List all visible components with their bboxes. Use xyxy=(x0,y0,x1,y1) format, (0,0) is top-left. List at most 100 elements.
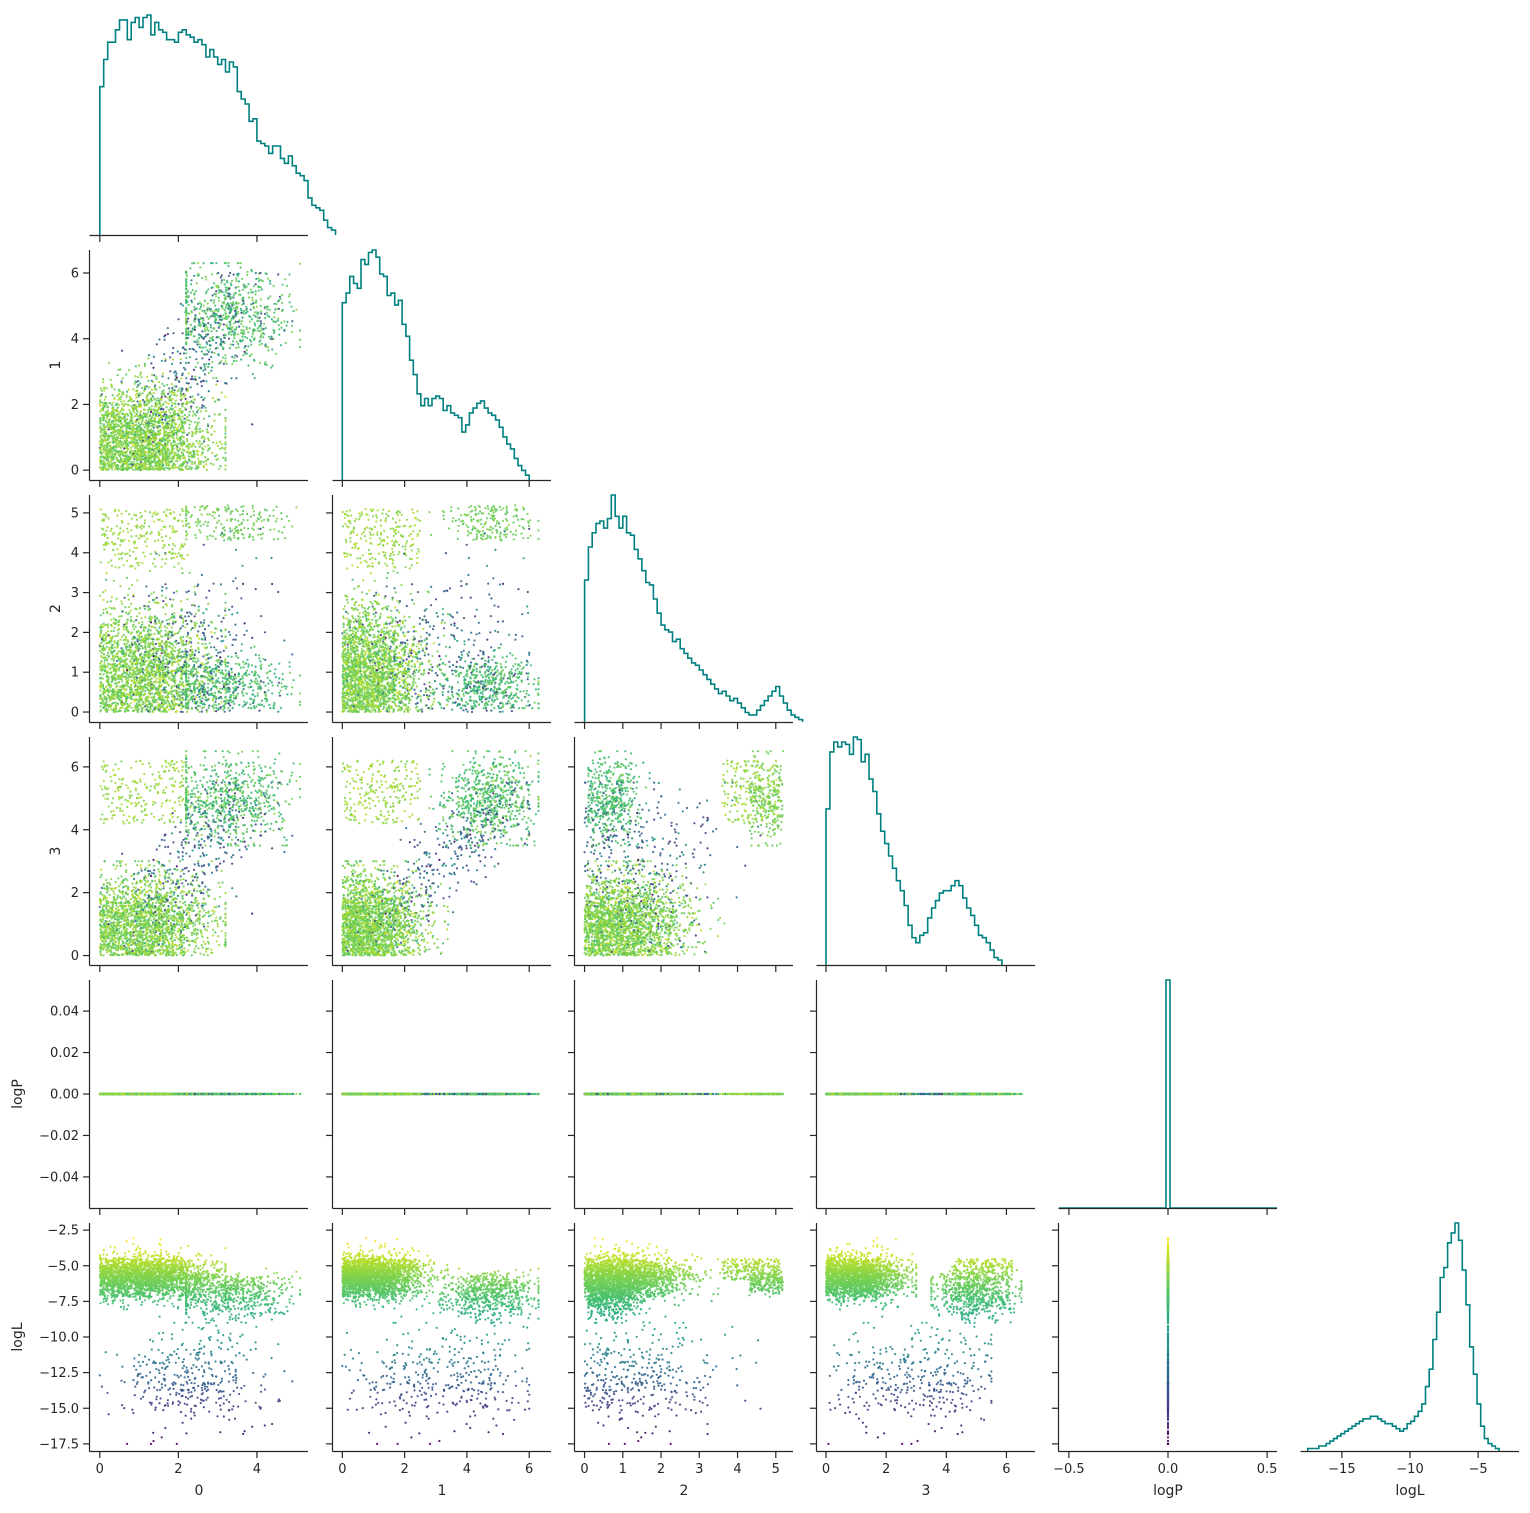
point xyxy=(150,593,152,595)
point xyxy=(132,469,134,471)
point xyxy=(147,409,149,411)
point xyxy=(110,384,112,386)
point xyxy=(264,313,266,315)
point xyxy=(230,319,232,321)
point xyxy=(220,276,222,278)
point xyxy=(200,396,202,398)
point xyxy=(177,390,179,392)
point xyxy=(218,336,220,338)
point xyxy=(127,448,129,450)
point xyxy=(153,427,155,429)
point xyxy=(174,419,176,421)
point xyxy=(148,418,150,420)
point xyxy=(185,357,187,359)
point xyxy=(200,317,202,319)
point xyxy=(178,318,180,320)
point xyxy=(127,531,129,533)
point xyxy=(193,275,195,277)
point xyxy=(233,703,235,705)
point xyxy=(190,324,192,326)
point xyxy=(194,622,196,624)
point xyxy=(256,520,258,522)
point xyxy=(131,416,133,418)
point xyxy=(154,462,156,464)
point xyxy=(243,329,245,331)
point xyxy=(206,536,208,538)
point xyxy=(139,427,141,429)
point xyxy=(244,351,246,353)
point xyxy=(155,434,157,436)
point xyxy=(210,692,212,694)
point xyxy=(254,293,256,295)
point xyxy=(144,690,146,692)
point xyxy=(273,312,275,314)
point xyxy=(230,343,232,345)
point xyxy=(144,519,146,521)
point xyxy=(124,468,126,470)
point xyxy=(158,381,160,383)
point xyxy=(225,675,227,677)
point xyxy=(111,541,113,543)
corner-plot: 02460123450246−0.04−0.020.000.020.040 2 4−… xyxy=(0,0,1530,1513)
point xyxy=(249,321,251,323)
point xyxy=(172,464,174,466)
point xyxy=(278,530,280,532)
point xyxy=(120,401,122,403)
point xyxy=(192,604,194,606)
point xyxy=(160,408,162,410)
point xyxy=(201,350,203,352)
point xyxy=(231,280,233,282)
point xyxy=(201,357,203,359)
point xyxy=(139,433,141,435)
point xyxy=(205,276,207,278)
point xyxy=(128,404,130,406)
point xyxy=(224,417,226,419)
point xyxy=(129,464,131,466)
point xyxy=(235,314,237,316)
point xyxy=(239,294,241,296)
point xyxy=(233,357,235,359)
point xyxy=(217,677,219,679)
point xyxy=(202,370,204,372)
point xyxy=(103,389,105,391)
point xyxy=(246,311,248,313)
point xyxy=(101,469,103,471)
point xyxy=(184,418,186,420)
point xyxy=(194,329,196,331)
point xyxy=(163,427,165,429)
point xyxy=(112,420,114,422)
point xyxy=(242,505,244,507)
point xyxy=(164,562,166,564)
point xyxy=(161,465,163,467)
point xyxy=(225,669,227,671)
point xyxy=(168,618,170,620)
point xyxy=(208,590,210,592)
point xyxy=(246,670,248,672)
point xyxy=(128,540,130,542)
point xyxy=(187,290,189,292)
point xyxy=(251,664,253,666)
point xyxy=(231,671,233,673)
point xyxy=(250,686,252,688)
point xyxy=(207,661,209,663)
point xyxy=(138,454,140,456)
point xyxy=(167,327,169,329)
point xyxy=(154,465,156,467)
point xyxy=(285,342,287,344)
point xyxy=(136,419,138,421)
point xyxy=(195,625,197,627)
point xyxy=(253,359,255,361)
point xyxy=(130,467,132,469)
point xyxy=(227,262,229,264)
point xyxy=(151,400,153,402)
point xyxy=(115,419,117,421)
point xyxy=(271,692,273,694)
point xyxy=(138,562,140,564)
point xyxy=(130,451,132,453)
point xyxy=(156,701,158,703)
point xyxy=(283,330,285,332)
point xyxy=(114,453,116,455)
point xyxy=(167,636,169,638)
point xyxy=(188,334,190,336)
point xyxy=(269,338,271,340)
